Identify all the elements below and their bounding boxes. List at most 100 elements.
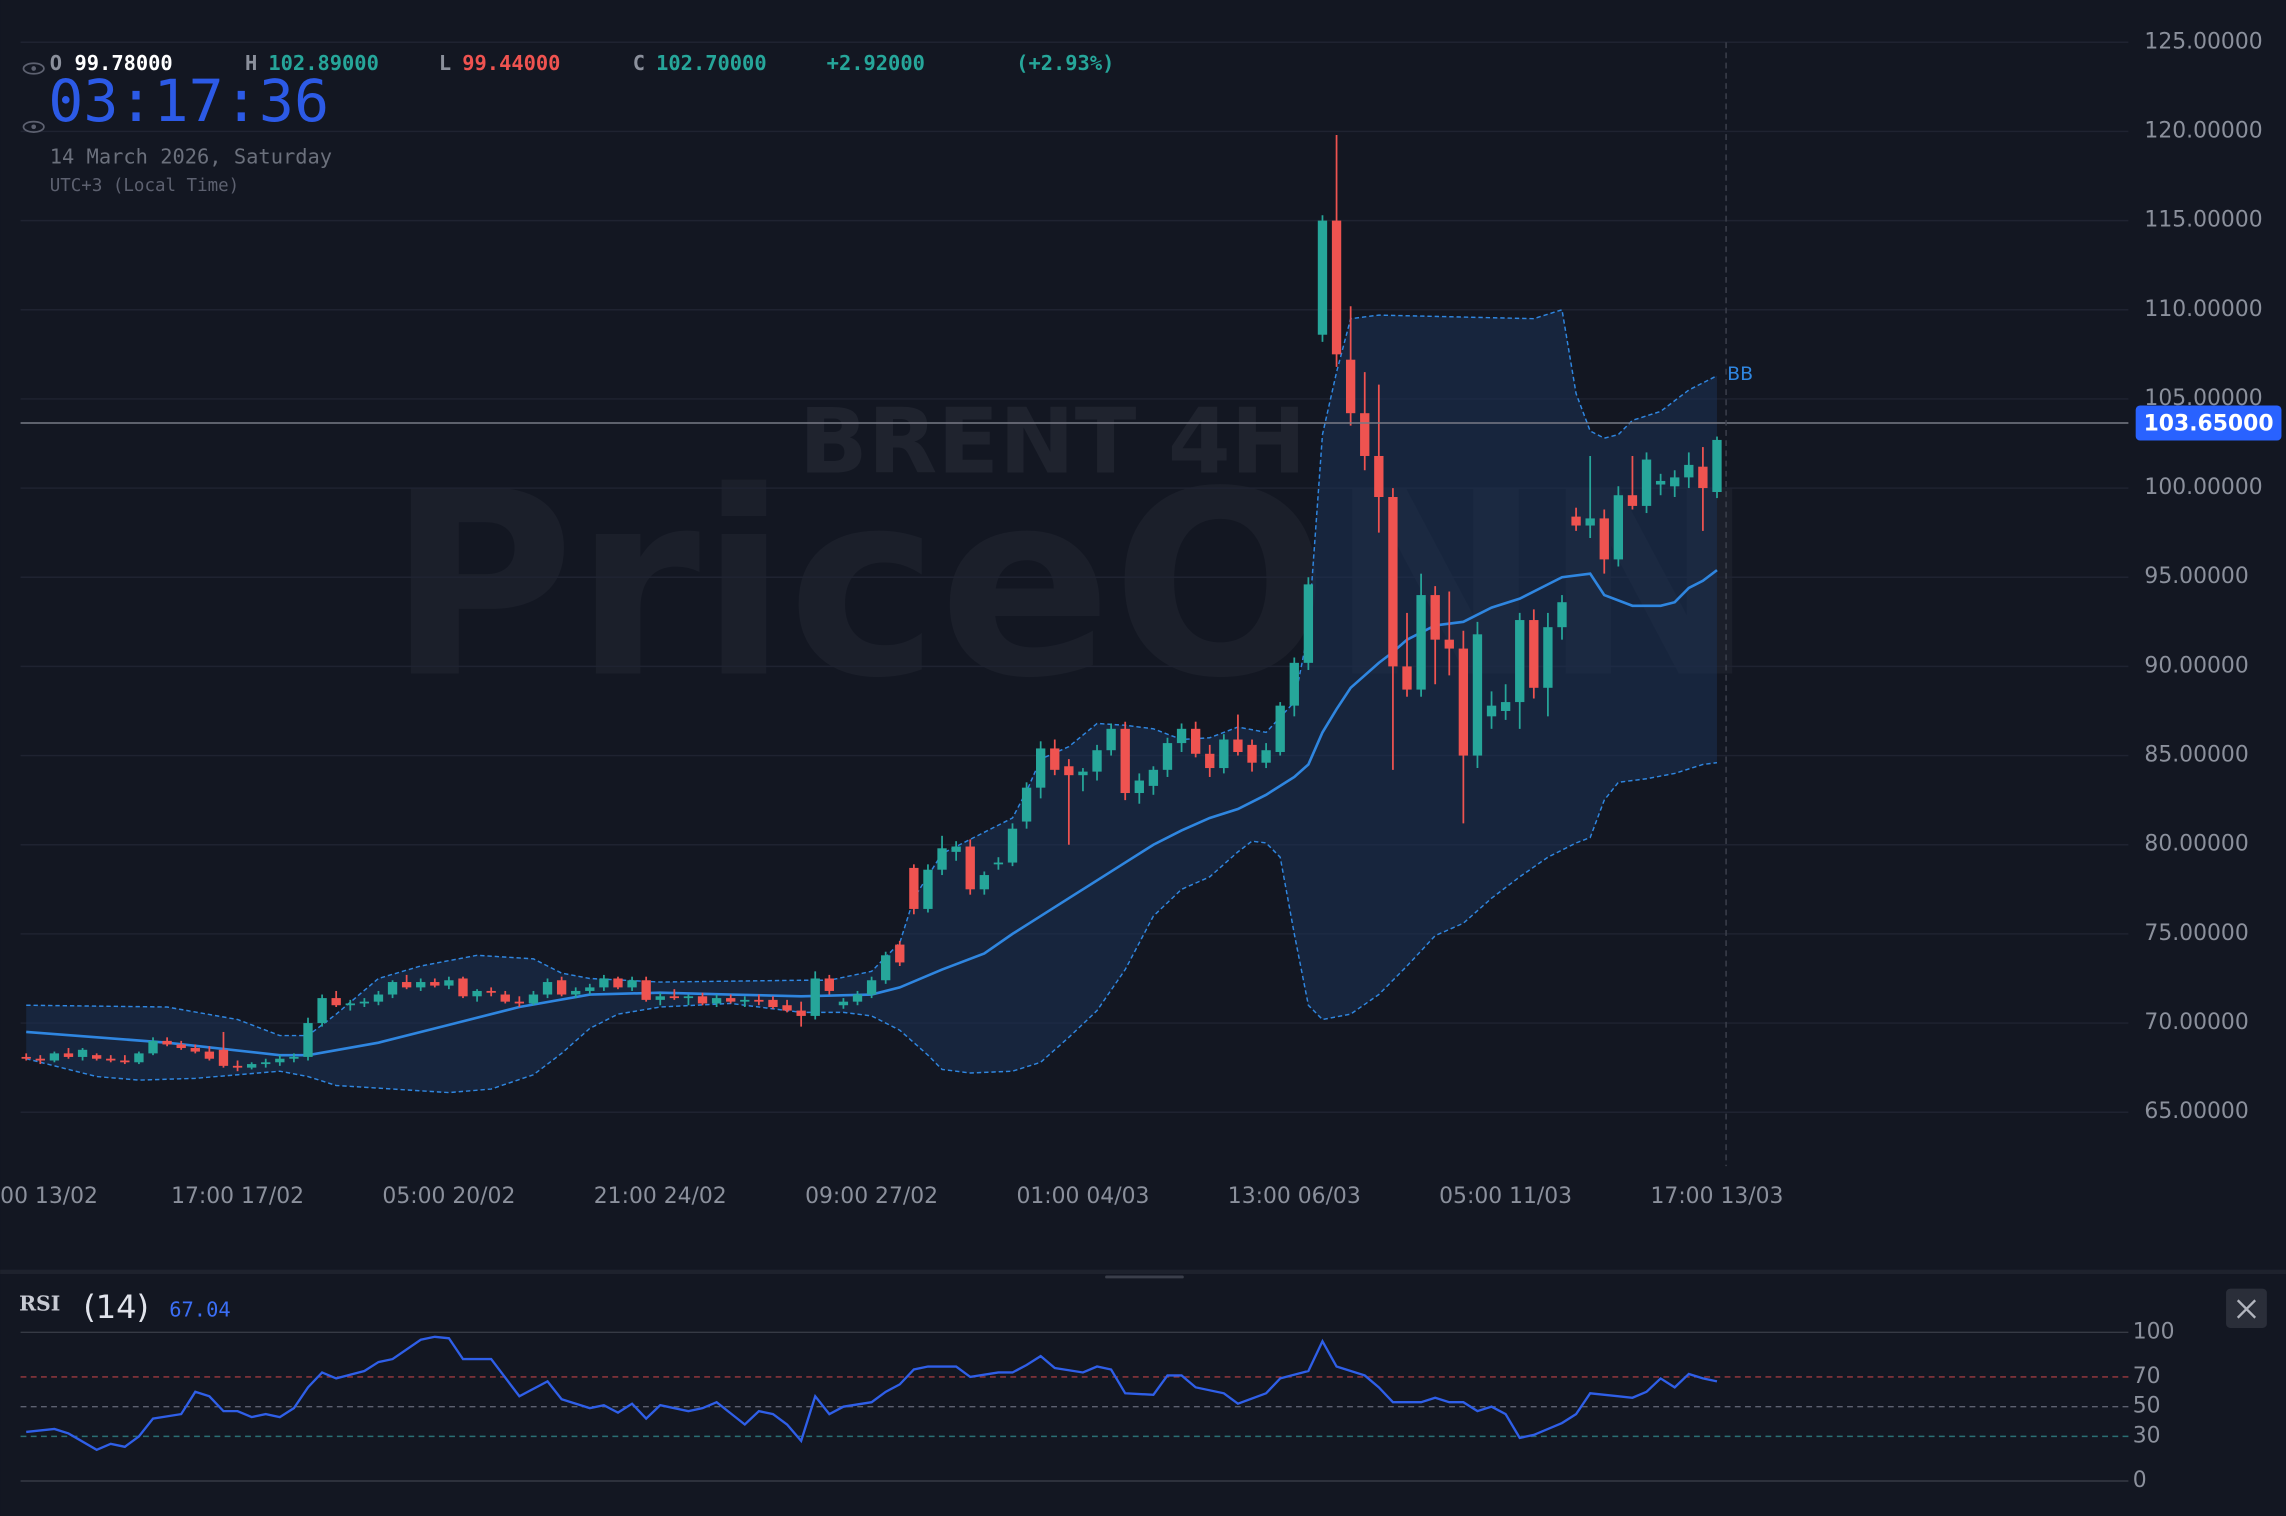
eye-outline [22,62,45,75]
candle-body [261,1062,271,1065]
change-percent: (+2.93%) [1016,51,1114,75]
candle-body [246,1064,257,1068]
candle-body [1500,702,1511,711]
candle-body [21,1056,31,1059]
candle-body [1655,480,1666,485]
candle-body [1472,634,1483,756]
candle-body [120,1060,130,1063]
candle-body [556,980,567,995]
candle-body [1261,750,1271,763]
candle-body [1670,477,1680,487]
candle-body [106,1058,116,1061]
candle-body [881,955,891,981]
price-tag-label: 103.65000 [2144,411,2274,436]
x-tick-label: 17:00 13/03 [1651,1184,1784,1209]
change: +2.92000 [827,51,925,75]
eye-icon[interactable] [22,62,45,75]
candle-body [979,875,989,890]
candle-body [1402,666,1412,690]
indicator-period: (14) [83,1288,149,1326]
y-tick-label: 70.00000 [2144,1010,2248,1035]
candle-body [331,998,341,1006]
ohlc-label: L [439,51,451,75]
y-tick-label: 85.00000 [2144,743,2248,768]
candle-body [1106,728,1116,751]
candle-body [1120,728,1130,794]
ohlc-legend: O 99.78000 H 102.89000 L 99.44000 C 102.… [50,51,1115,75]
ohlc-value: 99.44000 [462,51,560,75]
x-tick-label: 01:00 04/03 [1016,1184,1149,1209]
band-fill [26,309,1717,1093]
y-tick-label: 90.00000 [2144,653,2248,678]
ohlc-label: O [50,51,62,75]
y-tick-label: 100.00000 [2144,475,2262,500]
eye-outline [22,120,45,133]
price-pane: 65.00000 70.00000 75.00000 80.00000 85.00000… [0,29,2282,1209]
y-tick-label: 75.00000 [2144,921,2248,946]
candle-body [1303,584,1314,663]
candle-body [1374,455,1384,498]
candle-body [1092,750,1102,772]
rsi-pane: 0 30 50 70 100 [20,1319,2175,1493]
candle-body [401,982,412,988]
y-tick-label: 50 [2133,1394,2161,1419]
x-tick-label: 05:00 11/03 [1439,1184,1572,1209]
clock: 03:17:36 [48,67,329,135]
candle-body [176,1044,186,1049]
candle-body [1585,518,1595,526]
candle-body [796,1010,806,1016]
y-tick-label: 70 [2133,1364,2161,1389]
candle-body [49,1053,60,1061]
candle-body [148,1040,158,1054]
resize-handle[interactable] [1105,1275,1184,1279]
candle-body [726,998,736,1002]
candle-body [387,982,398,995]
candle-body [1247,744,1257,763]
indicator-name: RSI [19,1291,60,1315]
y-tick-label: 80.00000 [2144,832,2248,857]
candle-body [1712,439,1722,493]
candle-body [1007,828,1018,863]
candle-body [1345,359,1356,414]
candle-body [317,998,327,1024]
candle-body [232,1065,243,1068]
candle-body [1430,595,1440,640]
candle-body [373,994,384,1002]
candle-body [810,978,820,1016]
candle-body [1543,627,1553,688]
candle-body [993,862,1004,865]
candle-body [35,1058,45,1061]
candle-body [303,1023,313,1057]
candle-body [571,990,581,995]
candle-body [1684,464,1694,478]
candle-body [937,848,947,870]
candle-body [782,1005,792,1011]
ohlc-value: 102.70000 [656,51,767,75]
x-tick-label: 09:00 27/02 [805,1184,938,1209]
candle-body [754,999,764,1002]
candle-body [275,1058,285,1063]
price-tag [2135,405,2282,441]
candle-body [1078,771,1088,776]
y-tick-label: 0 [2133,1468,2147,1493]
close-button[interactable] [2226,1288,2267,1328]
candle-body [1416,595,1426,690]
date: 14 March 2026, Saturday [50,144,332,168]
ohlc-value: 102.89000 [268,51,379,75]
x-tick-label: 05:00 20/02 [382,1184,515,1209]
eye-pupil [31,124,37,130]
y-tick-label: 100 [2133,1319,2175,1344]
pane-separator[interactable] [0,1269,2286,1275]
candle-body [1571,516,1581,526]
y-tick-label: 115.00000 [2144,208,2262,233]
candle-body [711,998,722,1004]
candle-body [359,1001,370,1004]
candle-body [1205,753,1215,769]
candle-body [1698,466,1708,489]
ohlc-value: 99.78000 [75,51,173,75]
eye-icon[interactable] [22,120,45,133]
candle-body [1515,620,1525,703]
x-tick-label: 00 13/02 [0,1184,98,1209]
candle-body [655,996,665,1000]
